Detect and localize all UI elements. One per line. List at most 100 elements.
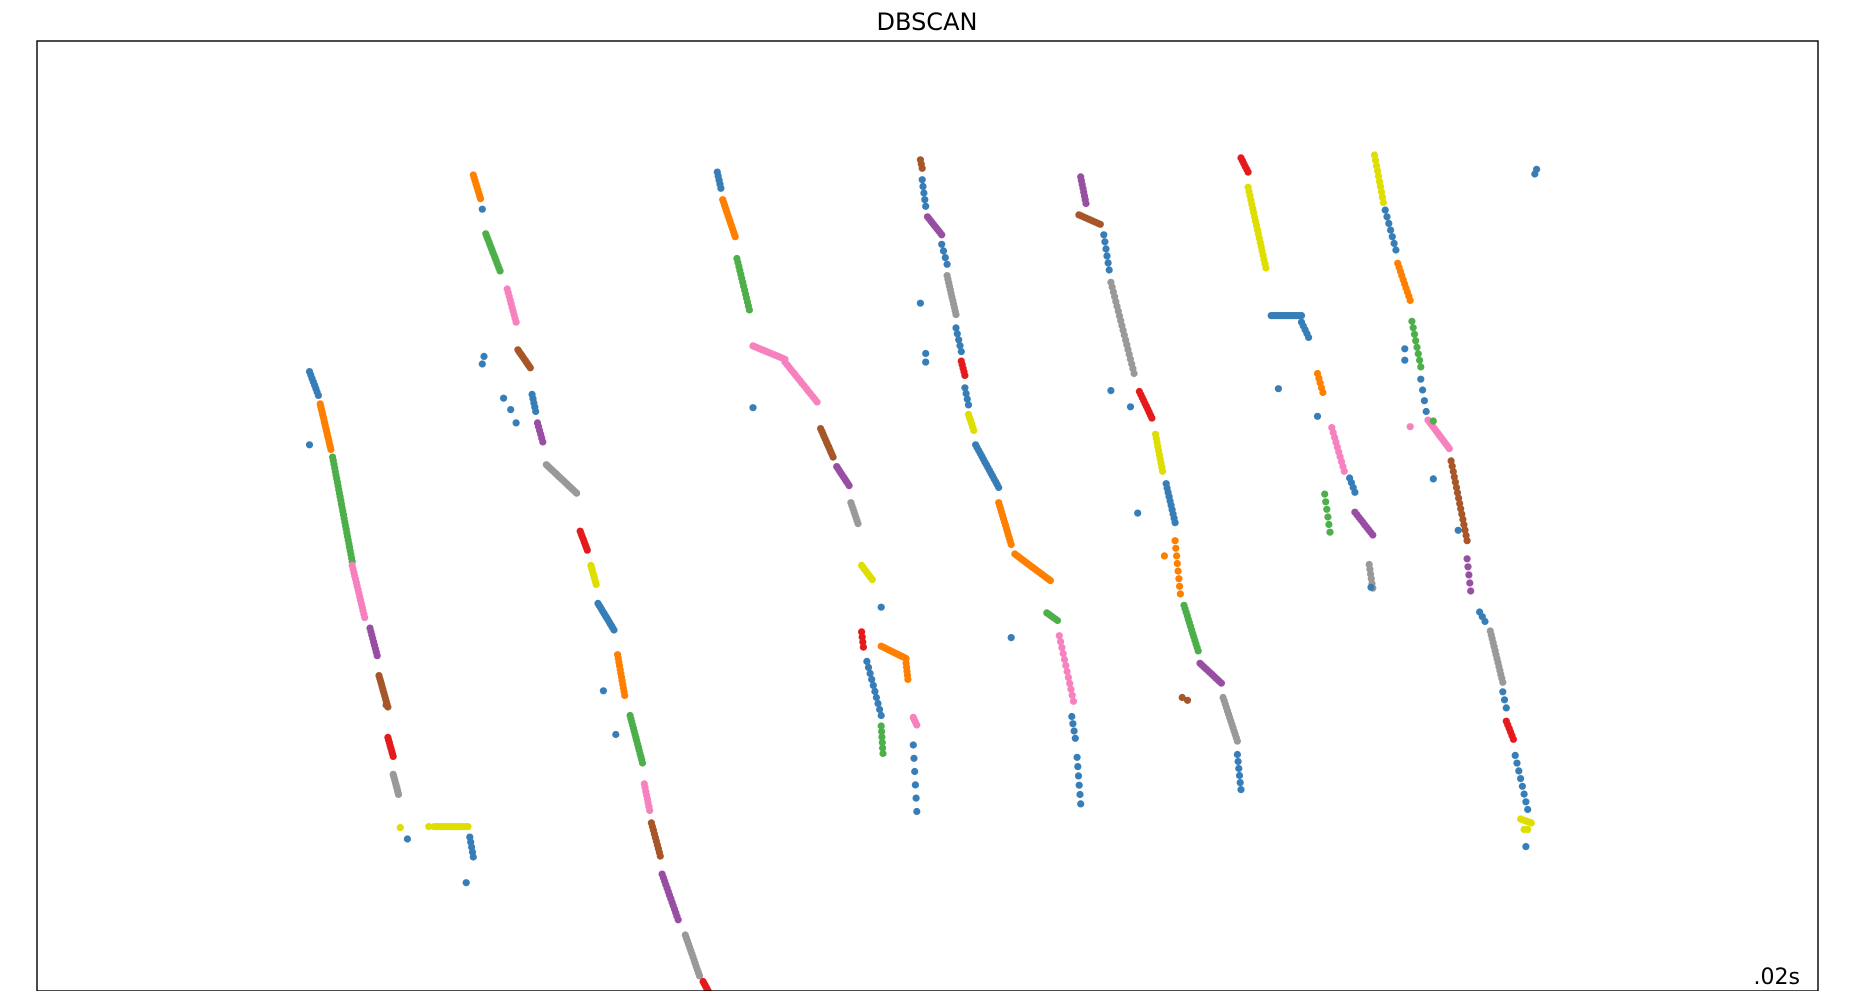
scatter-point-466	[879, 744, 887, 752]
scatter-point-813	[1351, 488, 1359, 496]
scatter-point-982	[1454, 526, 1462, 534]
scatter-point-497	[939, 247, 948, 255]
scatter-point-862	[1414, 350, 1422, 358]
plot-frame	[36, 40, 1819, 991]
scatter-point-943	[1527, 819, 1535, 827]
scatter-point-898	[1463, 537, 1471, 545]
scatter-point-931	[1513, 759, 1521, 767]
scatter-point-865	[1417, 375, 1425, 383]
scatter-point-936	[1522, 798, 1530, 806]
scatter-point-973	[1178, 693, 1186, 702]
scatter-point-525	[964, 401, 973, 409]
scatter-point-603	[1069, 720, 1077, 728]
scatter-point-895	[1460, 521, 1468, 529]
scatter-point-597	[1064, 673, 1072, 682]
scatter-point-922	[1500, 696, 1509, 704]
scatter-point-451	[904, 675, 912, 684]
scatter-point-867	[1420, 397, 1428, 405]
scatter-point-155	[496, 267, 504, 275]
scatter-point-962	[749, 404, 757, 412]
scatter-point-980	[1429, 417, 1437, 425]
scatter-point-606	[1073, 753, 1081, 761]
scatter-point-512	[952, 324, 960, 332]
scatter-point-864	[1417, 363, 1425, 371]
scatter-point-738	[1236, 779, 1244, 787]
scatter-point-707	[1194, 647, 1202, 655]
scatter-point-981	[1429, 475, 1437, 483]
scatter-point-471	[913, 721, 921, 729]
scatter-point-390	[813, 398, 821, 406]
scatter-point-458	[872, 693, 881, 702]
scatter-point-965	[922, 349, 930, 358]
scatter-point-868	[1422, 407, 1430, 416]
scatter-point-955	[478, 360, 486, 368]
scatter-point-286	[656, 852, 664, 860]
scatter-point-788	[1305, 333, 1313, 341]
scatter-point-968	[1107, 387, 1115, 395]
scatter-point-515	[956, 342, 964, 350]
scatter-point-632	[1102, 245, 1110, 253]
scatter-point-455	[868, 675, 876, 684]
scatter-point-595	[1062, 661, 1070, 670]
scatter-point-631	[1101, 238, 1109, 246]
scatter-point-974	[1274, 385, 1282, 393]
scatter-point-276	[646, 806, 654, 815]
scatter-point-844	[1388, 233, 1396, 241]
scatter-point-963	[877, 603, 885, 611]
scatter-point-809	[1326, 528, 1334, 536]
scatter-point-7	[314, 391, 322, 399]
scatter-point-547	[995, 483, 1003, 492]
scatter-point-474	[911, 767, 919, 776]
scatter-point-412	[845, 482, 853, 490]
scatter-point-513	[953, 330, 961, 338]
scatter-point-583	[1046, 577, 1054, 585]
scatter-point-457	[871, 687, 879, 696]
scatter-point-979	[1406, 423, 1414, 431]
scatter-point-630	[1100, 231, 1108, 239]
scatter-point-945	[1524, 825, 1532, 834]
scatter-point-217	[583, 546, 591, 554]
scatter-point-402	[829, 453, 837, 461]
scatter-point-590	[1055, 632, 1063, 640]
scatter-point-890	[1455, 494, 1463, 502]
scatter-point-765	[1262, 264, 1270, 272]
scatter-point-735	[1234, 757, 1242, 766]
scatter-point-951	[403, 835, 411, 843]
scatter-point-209	[573, 489, 581, 497]
scatter-point-930	[1511, 751, 1519, 760]
scatter-point-608	[1074, 772, 1083, 780]
scatter-point-327	[717, 184, 725, 192]
scatter-point-176	[526, 364, 534, 372]
scatter-point-959	[512, 419, 520, 427]
scatter-point-983	[1522, 843, 1530, 851]
scatter-point-561	[1007, 540, 1015, 549]
scatter-point-685	[1171, 519, 1179, 527]
scatter-point-882	[1445, 445, 1453, 453]
scatter-point-495	[938, 231, 946, 239]
scatter-point-452	[863, 657, 871, 666]
scatter-point-954	[478, 205, 486, 213]
scatter-point-604	[1070, 727, 1078, 735]
scatter-point-745	[1244, 168, 1252, 176]
scatter-point-806	[1323, 505, 1331, 513]
scatter-point-899	[1463, 555, 1471, 563]
scatter-point-842	[1385, 219, 1393, 227]
scatter-point-420	[854, 520, 862, 528]
scatter-point-929	[1509, 735, 1517, 743]
scatter-point-733	[1233, 737, 1241, 745]
scatter-point-472	[909, 741, 917, 749]
scatter-point-126	[464, 823, 472, 831]
scatter-point-859	[1410, 330, 1419, 338]
scatter-point-480	[918, 164, 926, 172]
scatter-point-629	[1096, 220, 1104, 228]
scatter-point-80	[373, 652, 381, 660]
scatter-point-933	[1517, 775, 1525, 783]
scatter-point-969	[1126, 403, 1135, 411]
scatter-point-978	[1401, 356, 1409, 364]
scatter-point-610	[1076, 790, 1084, 799]
scatter-point-465	[878, 738, 886, 747]
scatter-point-593	[1059, 650, 1067, 658]
scatter-point-591	[1057, 638, 1065, 646]
scatter-point-957	[500, 394, 508, 402]
